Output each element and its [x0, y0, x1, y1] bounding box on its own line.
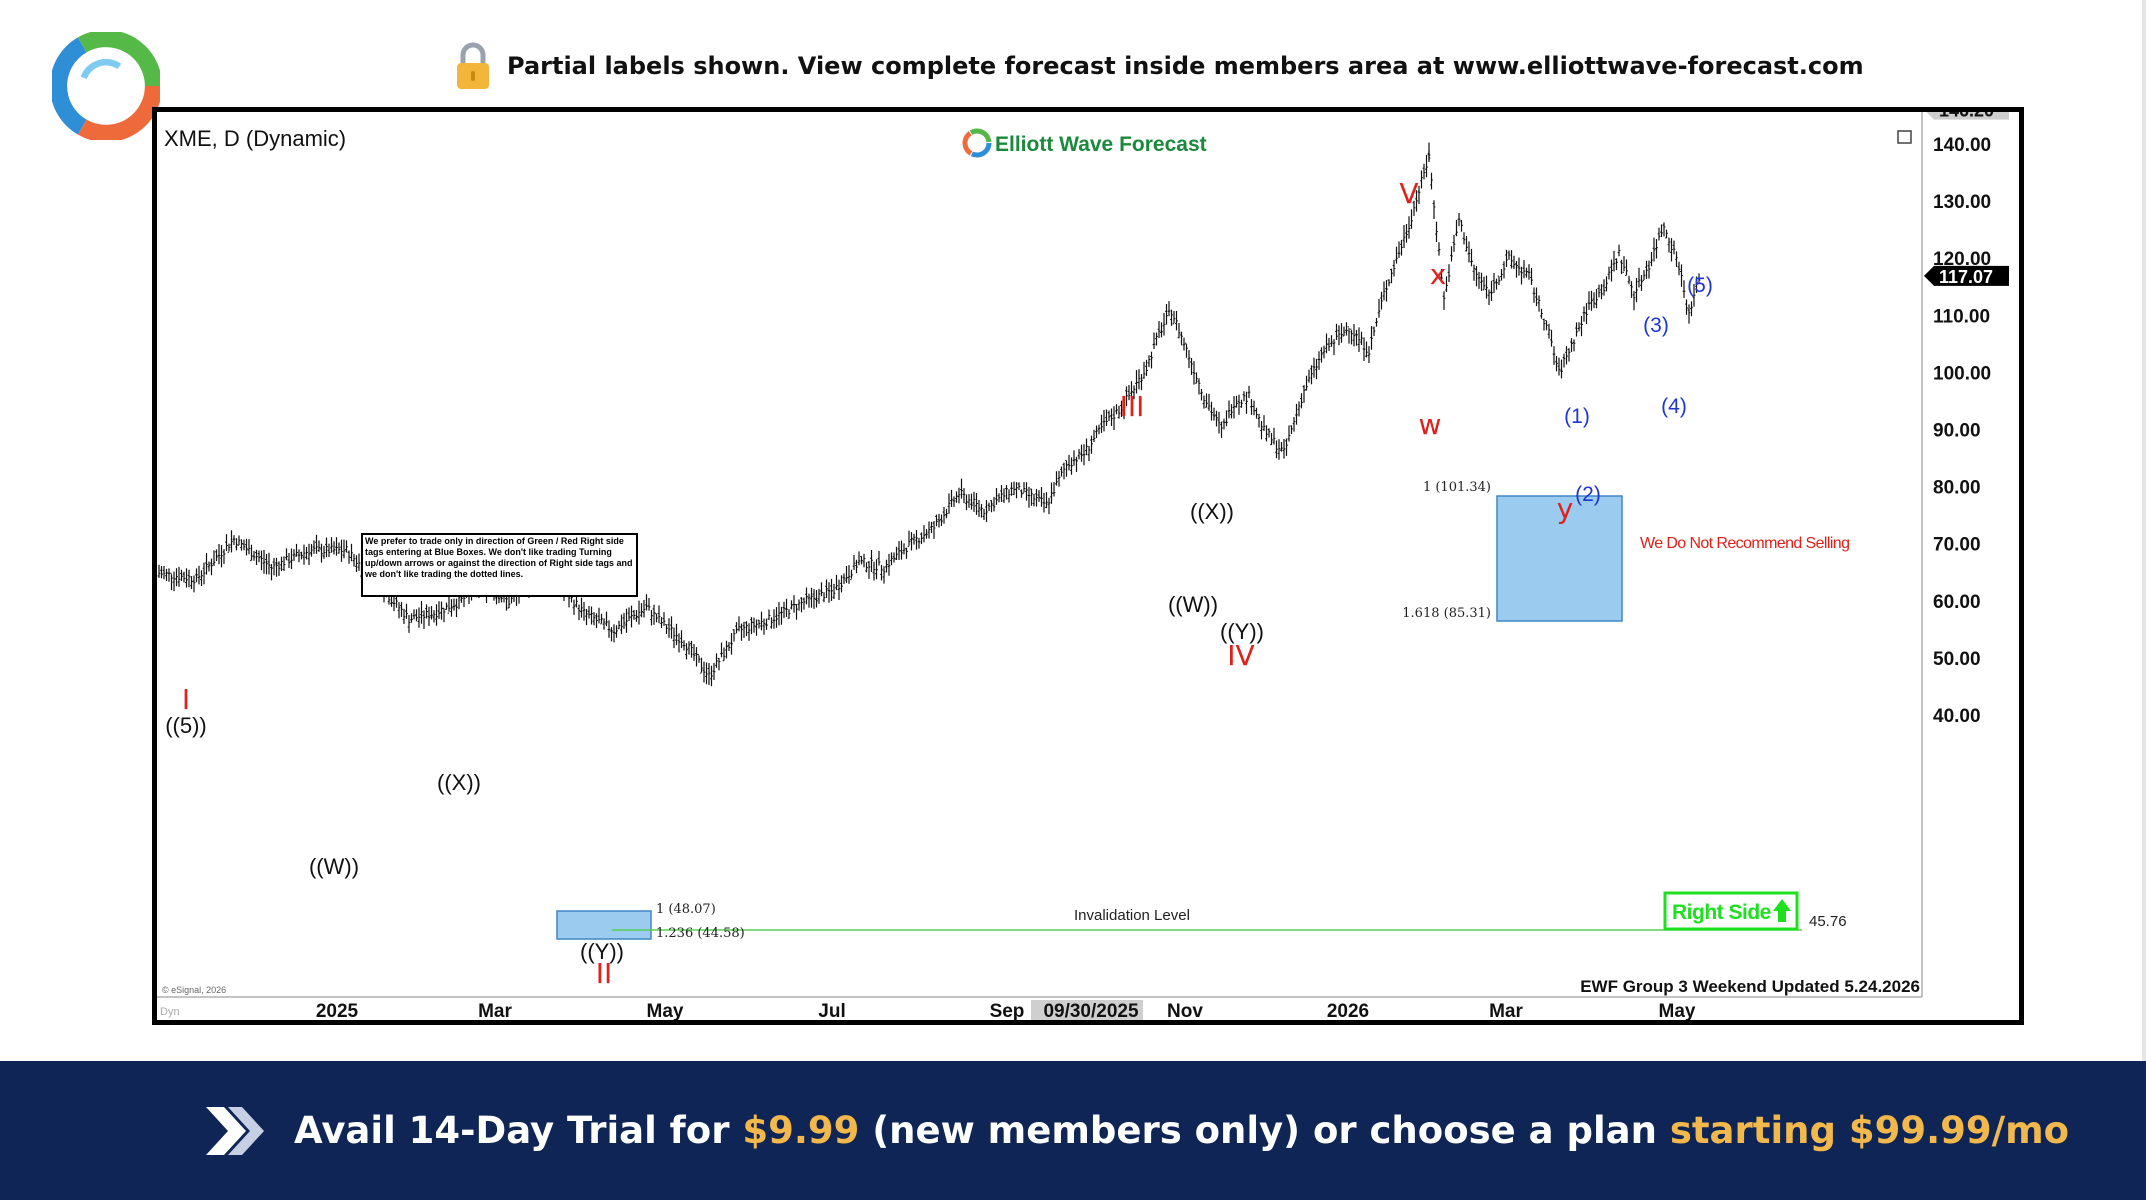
brand-logo	[962, 128, 992, 158]
fib-right-upper: 1 (101.34)	[1423, 480, 1491, 495]
wave-labels: IIIIIIIVVxwy((5))((W))((X))((Y))((X))((W…	[165, 177, 1713, 990]
wave-label: II	[596, 957, 613, 990]
y-tick-label: 60.00	[1933, 592, 1981, 613]
y-tick-label: 100.00	[1933, 363, 1991, 384]
invalidation-value: 45.76	[1809, 913, 1847, 930]
wave-label: V	[1399, 177, 1418, 210]
x-tick-label: Jul	[818, 1001, 845, 1020]
update-footer: EWF Group 3 Weekend Updated 5.24.2026	[1580, 977, 1920, 996]
x-tick-label: Nov	[1167, 1001, 1203, 1020]
x-tick-label: Sep	[990, 1001, 1025, 1020]
y-tick-label: 50.00	[1933, 649, 1981, 670]
invalidation-label: Invalidation Level	[1074, 907, 1190, 924]
right-side-tag: Right Side	[1663, 891, 1799, 931]
trading-note: We prefer to trade only in direction of …	[365, 536, 633, 579]
promo-middle: (new members only) or choose a plan	[859, 1109, 1670, 1152]
up-arrow-icon	[1773, 899, 1791, 922]
date-highlight	[1031, 1000, 1143, 1020]
double-chevron-icon	[206, 1106, 264, 1155]
y-tick-label: 90.00	[1933, 421, 1981, 442]
wave-label: (1)	[1564, 405, 1590, 428]
wave-label: ((X))	[1190, 499, 1234, 524]
dyn-label: Dyn	[160, 1006, 180, 1018]
right-blue-box	[1496, 495, 1623, 622]
y-tick-label: 80.00	[1933, 478, 1981, 499]
left-blue-box	[556, 910, 652, 940]
wave-label: ((Y))	[1220, 619, 1264, 644]
wave-label: x	[1430, 258, 1447, 291]
esignal-credit: © eSignal, 2026	[162, 985, 226, 995]
page-right-edge	[2142, 0, 2146, 1061]
x-tick-label: May	[647, 1001, 684, 1020]
lock-icon	[457, 42, 489, 89]
x-tick-label: Mar	[1489, 1001, 1523, 1020]
fib-right-lower: 1.618 (85.31)	[1402, 606, 1491, 621]
x-tick-label: 09/30/2025	[1043, 1001, 1139, 1020]
wave-label: y	[1557, 492, 1574, 525]
selling-warning: We Do Not Recommend Selling	[1640, 535, 1849, 552]
members-notice: Partial labels shown. View complete fore…	[455, 42, 1864, 90]
y-tick-label: 140.00	[1933, 135, 1991, 156]
wave-label: III	[1120, 390, 1145, 423]
wave-label: ((W))	[1168, 592, 1218, 617]
wave-label: IV	[1227, 639, 1254, 672]
wave-label: ((X))	[437, 770, 481, 795]
x-tick-label: Mar	[478, 1001, 512, 1020]
y-tick-label: 120.00	[1933, 249, 1991, 270]
x-tick-label: 2025	[316, 1001, 359, 1020]
wave-label: ((W))	[309, 854, 359, 879]
trading-note-box	[361, 533, 638, 597]
wave-label: (5)	[1687, 274, 1713, 297]
wave-label: (4)	[1661, 395, 1687, 418]
promo-text: Avail 14-Day Trial for $9.99 (new member…	[294, 1109, 2069, 1152]
wave-label: (3)	[1643, 314, 1669, 337]
price-flag-label: 146.20	[1939, 112, 1994, 121]
fib-left-lower: 1.236 (44.58)	[656, 926, 745, 941]
y-tick-label: 110.00	[1933, 306, 1990, 327]
promo-prefix: Avail 14-Day Trial for	[294, 1109, 743, 1152]
promo-price: $9.99	[742, 1109, 860, 1152]
wave-label: ((Y))	[580, 939, 624, 964]
fib-left-upper: 1 (48.07)	[656, 902, 716, 917]
x-axis: 2025 Mar May Jul Sep 09/30/2025 Nov 2026 Mar May	[316, 1000, 1696, 1020]
price-flag	[1924, 265, 2009, 286]
x-tick-label: 2026	[1327, 1001, 1369, 1020]
promo-plan: starting $99.99/mo	[1669, 1109, 2070, 1152]
wave-label: I	[182, 683, 190, 716]
chart-title: XME, D (Dynamic)	[164, 126, 346, 151]
wave-label: w	[1419, 408, 1442, 441]
price-flag	[1926, 112, 2009, 120]
promo-banner[interactable]: Avail 14-Day Trial for $9.99 (new member…	[0, 1061, 2146, 1200]
wave-label: ((5))	[165, 713, 207, 738]
notice-text: Partial labels shown. View complete fore…	[507, 52, 1864, 80]
right-side-text: Right Side	[1672, 901, 1771, 924]
y-tick-label: 40.00	[1933, 706, 1981, 727]
wave-label: (2)	[1575, 483, 1601, 506]
y-axis: 140.00 130.00 120.00 110.00 100.00 90.00 80.00…	[1924, 112, 2009, 727]
price-chart: XME, D (Dynamic) Elliott Wave Forecast 1…	[157, 112, 2009, 1020]
chart-panel: XME, D (Dynamic) Elliott Wave Forecast 1…	[152, 107, 2024, 1025]
y-tick-label: 70.00	[1933, 535, 1981, 556]
price-flag-label: 117.07	[1939, 267, 1993, 287]
price-bars	[157, 142, 1701, 687]
company-logo	[52, 32, 160, 140]
chart-settings-icon[interactable]	[1897, 130, 1912, 144]
brand-name: Elliott Wave Forecast	[995, 133, 1207, 156]
y-tick-label: 130.00	[1933, 192, 1991, 213]
x-tick-label: May	[1659, 1001, 1696, 1020]
